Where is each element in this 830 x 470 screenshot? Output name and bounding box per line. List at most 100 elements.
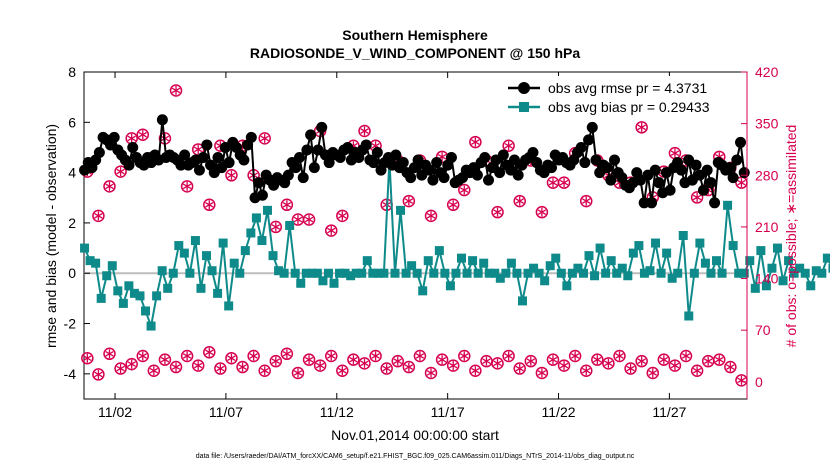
obs-upper-marker-asterisk <box>138 131 147 138</box>
obs-lower-marker-circle <box>502 349 515 363</box>
obs-upper-marker-asterisk <box>282 201 292 208</box>
rmse-point <box>601 162 613 174</box>
y-right-tick-label: 210 <box>755 219 779 235</box>
bias-point <box>795 263 805 273</box>
obs-upper-marker-circle <box>458 183 471 197</box>
obs-upper-marker-asterisk <box>304 216 314 223</box>
bias-point <box>362 256 372 266</box>
obs-upper-marker-circle <box>424 209 438 223</box>
obs-lower-marker-asterisk <box>260 367 269 374</box>
x-axis-ticks: 11/02 11/07 11/12 11/17 11/22 11/27 <box>98 72 687 420</box>
bias-point <box>401 268 411 278</box>
obs-lower-marker-asterisk <box>593 356 602 363</box>
rmse-point <box>301 144 313 156</box>
bias-point <box>584 251 594 261</box>
bias-point <box>274 266 284 276</box>
obs-upper-marker-asterisk <box>582 198 591 204</box>
bias-point <box>479 258 489 268</box>
obs-lower-marker-circle <box>435 353 449 366</box>
obs-lower-marker-asterisk <box>182 353 192 359</box>
bias-point <box>628 248 638 258</box>
obs-lower-marker-asterisk <box>482 358 491 364</box>
bias-point <box>174 241 184 251</box>
rmse-point <box>479 152 491 164</box>
rmse-point <box>371 146 383 158</box>
obs-upper-marker-asterisk <box>471 139 480 145</box>
obs-lower-marker-asterisk <box>138 353 147 359</box>
bias-point <box>213 288 223 298</box>
obs-lower-marker-circle <box>635 354 648 368</box>
bias-point <box>190 236 200 246</box>
bias-point <box>251 213 261 223</box>
rmse-point <box>156 114 168 126</box>
rmse-point <box>723 162 735 174</box>
obs-lower-marker-circle <box>280 347 294 361</box>
bias-point <box>440 268 450 278</box>
bias-point <box>767 263 777 273</box>
obs-upper-marker-asterisk <box>692 194 702 201</box>
obs-upper-marker-asterisk <box>116 168 125 175</box>
bias-point <box>146 321 156 331</box>
obs-lower-marker-asterisk <box>171 364 181 370</box>
rmse-point <box>512 169 524 181</box>
obs-lower-marker-asterisk <box>293 370 303 376</box>
obs-upper-marker-asterisk <box>94 213 103 219</box>
obs-lower-marker-asterisk <box>205 349 214 356</box>
obs-lower-marker-asterisk <box>393 358 402 364</box>
rmse-point <box>438 172 450 184</box>
bias-point <box>157 266 167 276</box>
obs-lower-marker-circle <box>657 353 671 366</box>
obs-upper-marker-circle <box>635 121 648 134</box>
obs-upper-marker-circle <box>136 128 150 141</box>
y-right-tick-label: 140 <box>755 271 779 287</box>
obs-lower-marker-circle <box>402 360 416 374</box>
bias-point <box>85 256 95 266</box>
legend-bias-label: obs avg bias pr = 0.29433 <box>548 99 710 115</box>
bias-point <box>141 306 151 316</box>
y-tick-label: 0 <box>68 265 76 281</box>
obs-lower-marker-circle <box>369 349 382 363</box>
obs-lower-marker-asterisk <box>338 367 347 374</box>
bias-point <box>506 258 516 268</box>
bias-point <box>700 258 710 268</box>
obs-upper-marker-asterisk <box>105 183 114 190</box>
obs-lower-marker-circle <box>214 362 227 375</box>
obs-lower-marker-circle <box>247 349 260 363</box>
obs-lower-marker-asterisk <box>227 355 236 362</box>
x-tick-label: 11/02 <box>98 404 132 420</box>
legend-rmse-marker <box>518 82 530 94</box>
obs-lower-marker-asterisk <box>626 365 635 372</box>
obs-upper-marker-circle <box>114 165 127 178</box>
bias-point <box>473 268 483 278</box>
bias-point <box>96 293 106 303</box>
bias-point <box>761 281 771 291</box>
rmse-point <box>727 172 739 184</box>
obs-lower-marker-circle <box>491 357 504 370</box>
bias-point <box>357 268 367 278</box>
rmse-point <box>653 177 665 189</box>
rmse-point <box>664 184 676 196</box>
obs-lower-marker-asterisk <box>681 353 691 359</box>
obs-lower-marker-circle <box>546 353 560 366</box>
rmse-point <box>527 146 539 158</box>
bias-point <box>590 271 600 281</box>
bias-point <box>728 241 738 251</box>
bias-point <box>457 253 467 263</box>
y-axis-right-ticks: 0 70 140 210 280 350 420 <box>741 64 779 399</box>
obs-upper-marker-asterisk <box>171 87 181 94</box>
rmse-point <box>445 152 457 164</box>
bias-point <box>434 246 444 256</box>
obs-lower-marker-circle <box>92 368 105 381</box>
bias-point <box>124 281 134 291</box>
obs-lower-marker-asterisk <box>160 356 170 363</box>
obs-lower-marker-circle <box>579 364 593 377</box>
bias-point <box>368 268 378 278</box>
bias-point <box>262 205 272 215</box>
bias-point <box>107 261 117 271</box>
bias-point <box>279 268 289 278</box>
obs-lower-marker-asterisk <box>271 358 281 364</box>
obs-lower-marker-asterisk <box>105 350 114 357</box>
legend-bias-marker <box>519 102 529 112</box>
obs-lower-marker-circle <box>424 366 438 380</box>
